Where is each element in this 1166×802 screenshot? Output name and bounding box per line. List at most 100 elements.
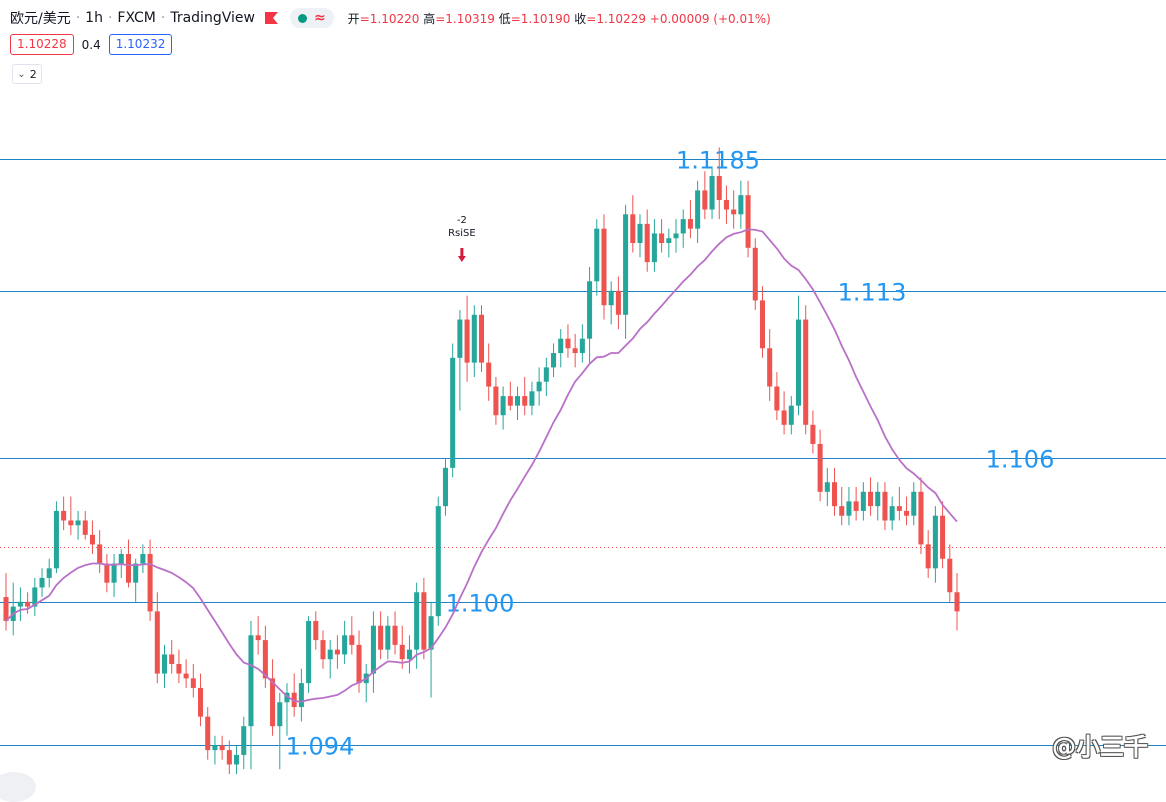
high-value: =1.10319 (435, 11, 495, 26)
candle (478, 305, 485, 373)
candle (46, 558, 52, 588)
candle (154, 592, 160, 684)
flag-icon[interactable] (264, 12, 278, 24)
candle (551, 343, 557, 377)
indicator-collapse-button[interactable]: ⌄ 2 (12, 64, 42, 84)
candle (853, 486, 859, 521)
candle (594, 219, 600, 296)
candle (803, 305, 809, 435)
candle (536, 367, 542, 406)
candle (587, 266, 593, 363)
candle (515, 386, 521, 421)
close-value: =1.10229 (586, 11, 646, 26)
corner-logo-icon (0, 772, 36, 802)
separator-dot: · (107, 10, 113, 26)
candle (10, 582, 16, 636)
candle (695, 180, 701, 244)
status-pill[interactable]: ≈ (289, 8, 334, 28)
separator-dot: · (75, 10, 81, 26)
watermark: @小三千 (1052, 733, 1148, 761)
candle (702, 171, 708, 220)
candle (450, 343, 456, 478)
candle (500, 386, 506, 430)
candle (97, 530, 103, 574)
candle (219, 735, 225, 760)
candle (810, 410, 816, 454)
moving-average-line (5, 228, 958, 703)
symbol-name[interactable]: 欧元/美元 (10, 11, 71, 27)
candle (615, 276, 621, 330)
open-value: =1.10220 (359, 11, 420, 26)
candle (349, 616, 355, 655)
candle (723, 185, 729, 224)
candle (651, 219, 657, 272)
candle (334, 635, 340, 669)
candle (947, 544, 953, 602)
candle (53, 501, 59, 574)
candle (832, 467, 838, 516)
candle (342, 620, 348, 665)
signal-label-top: -2 (457, 215, 467, 226)
candle (68, 496, 74, 535)
candle (32, 577, 38, 617)
candle (442, 458, 448, 516)
candle (659, 219, 665, 253)
candle (363, 664, 369, 703)
candle (385, 616, 391, 660)
level-label-1.094: 1.094 (286, 733, 355, 761)
candle (709, 166, 715, 220)
candle (161, 644, 168, 688)
levels-layer: 1.1185 1.113 1.106 1.100 1.094 (0, 147, 1166, 761)
candle (435, 496, 441, 626)
candle (716, 147, 722, 220)
interval-label[interactable]: 1h (85, 10, 103, 26)
candle (507, 381, 513, 411)
candle (882, 482, 888, 531)
ask-button[interactable]: 1.10232 (108, 34, 173, 55)
candle (846, 486, 852, 526)
candle (759, 286, 765, 358)
candle (630, 195, 636, 253)
close-label: 收 (574, 11, 587, 26)
candle (17, 587, 23, 621)
candle (579, 324, 585, 363)
candle (313, 611, 319, 650)
candle (666, 228, 672, 258)
candle (421, 577, 427, 660)
market-open-dot-icon (297, 13, 307, 23)
bid-button[interactable]: 1.10228 (10, 34, 74, 55)
candle (558, 329, 564, 368)
chart-header: 欧元/美元 · 1h · FXCM · TradingView ≈ 开=1.10… (0, 0, 1166, 62)
candle (89, 520, 95, 554)
indicator-count: 2 (29, 67, 37, 81)
candle (493, 376, 499, 425)
candle (169, 640, 175, 674)
candle (205, 707, 211, 760)
candle (904, 496, 910, 526)
candle (486, 343, 492, 401)
candle (637, 214, 643, 258)
candle (752, 238, 758, 310)
approx-icon: ≈ (313, 10, 326, 26)
low-label: 低 (498, 11, 511, 26)
candle (824, 467, 830, 507)
symbol-row: 欧元/美元 · 1h · FXCM · TradingView ≈ 开=1.10… (10, 8, 771, 28)
candle (543, 357, 549, 397)
candle (731, 190, 737, 229)
candle (370, 611, 376, 693)
candle (75, 510, 81, 540)
signal-layer: -2 RsiSE (448, 215, 476, 262)
candle (212, 735, 218, 765)
ohlc-readout: 开=1.10220 高=1.10319 低=1.10190 收=1.10229 … (348, 10, 771, 27)
candle (190, 664, 196, 698)
candle (39, 568, 45, 598)
candle (3, 573, 9, 631)
candle (774, 372, 780, 421)
candle (817, 429, 823, 502)
level-label-1.1185: 1.1185 (676, 147, 760, 175)
quote-row: 1.10228 0.4 1.10232 (10, 34, 173, 55)
candle (860, 482, 866, 521)
candle (839, 486, 845, 526)
candle (298, 668, 304, 722)
